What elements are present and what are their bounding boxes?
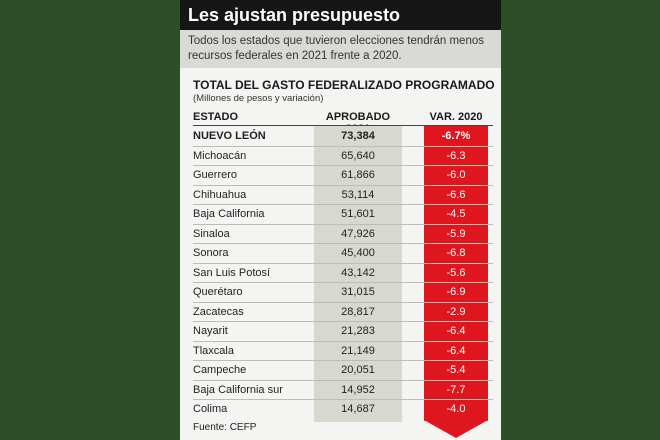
row-divider xyxy=(193,301,493,303)
table-row: NUEVO LEÓN 73,384 -6.7% xyxy=(193,127,493,147)
state-name: Baja California sur xyxy=(193,383,283,396)
column-header-variation: VAR. 2020 xyxy=(429,111,483,123)
variation-value: -6.4 xyxy=(446,325,466,337)
approved-amount: 53,114 xyxy=(341,188,375,201)
row-divider xyxy=(193,360,493,361)
approved-amount: 65,640 xyxy=(341,149,375,162)
variation-value: -6.9 xyxy=(446,286,466,298)
variation-value: -5.9 xyxy=(446,227,466,240)
state-name: Chihuahua xyxy=(193,188,247,201)
variation-value: -6.4 xyxy=(446,344,466,357)
approved-amount: 73,384 xyxy=(341,130,375,142)
table-row: Tlaxcala 21,149 -6.4 xyxy=(193,342,493,361)
variation-value: -6.7% xyxy=(441,130,471,142)
approved-amount: 47,926 xyxy=(341,227,375,240)
variation-arrow-body xyxy=(424,126,488,421)
amount-column-band xyxy=(314,126,402,422)
infographic-subtitle: Todos los estados que tuvieron eleccione… xyxy=(180,30,501,68)
state-name: Querétaro xyxy=(193,286,243,298)
table-subtitle: (Millones de pesos y variación) xyxy=(193,93,324,104)
table-row: Querétaro 31,015 -6.9 xyxy=(193,283,493,303)
state-name: Colima xyxy=(193,403,228,415)
header-divider xyxy=(193,125,493,126)
state-name: Nayarit xyxy=(193,325,228,337)
state-name: San Luis Potosí xyxy=(193,266,271,279)
approved-amount: 14,952 xyxy=(341,383,375,396)
table-row: Sinaloa 47,926 -5.9 xyxy=(193,225,493,244)
approved-amount: 28,817 xyxy=(341,305,375,318)
approved-amount: 20,051 xyxy=(341,364,375,376)
state-name: Michoacán xyxy=(193,149,247,162)
row-divider xyxy=(193,399,493,400)
approved-amount: 45,400 xyxy=(341,247,375,259)
state-name: Campeche xyxy=(193,364,247,376)
table-title: TOTAL DEL GASTO FEDERALIZADO PROGRAMADO xyxy=(193,78,495,92)
table-row: Colima 14,687 -4.0 xyxy=(193,400,493,420)
infographic-title: Les ajustan presupuesto xyxy=(180,0,501,30)
column-header-state: ESTADO xyxy=(193,111,239,123)
table-row: Guerrero 61,866 -6.0 xyxy=(193,166,493,186)
row-divider xyxy=(193,321,493,322)
variation-value: -4.5 xyxy=(446,208,466,220)
variation-value: -6.0 xyxy=(446,169,466,181)
table-row: Campeche 20,051 -5.4 xyxy=(193,361,493,381)
state-name: Baja California xyxy=(193,208,265,220)
variation-value: -6.3 xyxy=(446,149,466,162)
variation-value: -5.6 xyxy=(446,266,466,279)
row-divider xyxy=(193,282,493,283)
state-name: Guerrero xyxy=(193,169,238,181)
approved-amount: 43,142 xyxy=(341,266,375,279)
state-name: NUEVO LEÓN xyxy=(193,130,266,142)
table-row: Zacatecas 28,817 -2.9 xyxy=(193,303,493,322)
row-divider xyxy=(193,243,493,244)
infographic-card: Les ajustan presupuesto Todos los estado… xyxy=(180,0,501,440)
state-name: Sinaloa xyxy=(193,227,230,240)
variation-value: -4.0 xyxy=(446,403,466,415)
row-divider xyxy=(193,184,493,186)
source-note: Fuente: CEFP xyxy=(193,422,257,433)
row-divider xyxy=(193,204,493,205)
table-row: Michoacán 65,640 -6.3 xyxy=(193,147,493,166)
approved-amount: 51,601 xyxy=(341,208,375,220)
row-divider xyxy=(193,145,493,147)
approved-amount: 61,866 xyxy=(341,169,375,181)
row-divider xyxy=(193,262,493,264)
approved-amount: 14,687 xyxy=(341,403,375,415)
table-row: Chihuahua 53,114 -6.6 xyxy=(193,186,493,205)
variation-value: -6.8 xyxy=(446,247,466,259)
approved-amount: 31,015 xyxy=(341,286,375,298)
variation-value: -5.4 xyxy=(446,364,466,376)
variation-arrow-head xyxy=(424,420,488,438)
approved-amount: 21,283 xyxy=(341,325,375,337)
variation-value: -6.6 xyxy=(446,188,466,201)
variation-value: -7.7 xyxy=(446,383,466,396)
table-row: Baja California sur 14,952 -7.7 xyxy=(193,381,493,400)
row-divider xyxy=(193,340,493,342)
table-row: Baja California 51,601 -4.5 xyxy=(193,205,493,225)
row-divider xyxy=(193,223,493,225)
row-divider xyxy=(193,379,493,381)
approved-amount: 21,149 xyxy=(341,344,375,357)
state-name: Zacatecas xyxy=(193,305,244,318)
variation-value: -2.9 xyxy=(446,305,466,318)
state-name: Sonora xyxy=(193,247,229,259)
state-name: Tlaxcala xyxy=(193,344,234,357)
table-row: Nayarit 21,283 -6.4 xyxy=(193,322,493,342)
row-divider xyxy=(193,165,493,166)
table-row: Sonora 45,400 -6.8 xyxy=(193,244,493,264)
table-row: San Luis Potosí 43,142 -5.6 xyxy=(193,264,493,283)
